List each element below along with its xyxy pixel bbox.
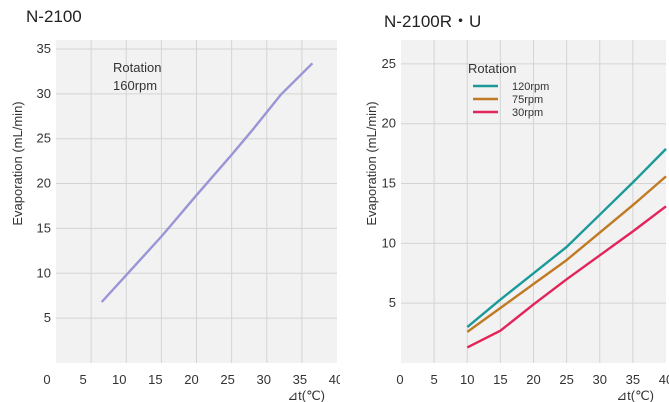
legend-label: 30rpm — [512, 107, 543, 119]
x-tick-label: 40 — [329, 372, 340, 387]
x-tick-label: 20 — [184, 372, 198, 387]
x-tick-label: 30 — [593, 372, 607, 387]
y-tick-label: 25 — [382, 56, 396, 71]
chart-title: N-2100R・U — [384, 12, 482, 31]
x-tick-label: 0 — [43, 372, 50, 387]
y-tick-label: 20 — [37, 176, 51, 191]
legend-title: Rotation — [468, 61, 516, 76]
y-tick-label: 15 — [382, 176, 396, 191]
chart-n2100: N-2100 5 10 15 20 25 30 35 0 5 10 15 20 25 30 35 40 ⊿t(℃… — [10, 7, 340, 402]
x-tick-label: 35 — [293, 372, 307, 387]
x-tick-label: 15 — [493, 372, 507, 387]
y-tick-label: 35 — [37, 41, 51, 56]
y-axis-label: Evaporation (mL/min) — [10, 101, 25, 225]
y-tick-label: 10 — [37, 265, 51, 280]
x-tick-label: 25 — [559, 372, 573, 387]
x-tick-label: 10 — [460, 372, 474, 387]
x-tick-label: 35 — [626, 372, 640, 387]
series-line-120rpm — [466, 148, 667, 329]
y-tick-label: 10 — [382, 235, 396, 250]
annotation-text: 160rpm — [113, 78, 157, 93]
x-tick-label: 10 — [112, 372, 126, 387]
x-tick-label: 5 — [80, 372, 87, 387]
x-axis-label: ⊿t(℃) — [287, 388, 325, 402]
y-tick-label: 30 — [37, 86, 51, 101]
x-tick-label: 5 — [431, 372, 438, 387]
y-tick-label: 20 — [382, 116, 396, 131]
x-tick-label: 20 — [526, 372, 540, 387]
x-tick-label: 0 — [396, 372, 403, 387]
chart-n2100ru: N-2100R・U 5 10 15 20 25 0 5 10 15 20 25 30 35 40 ⊿t(℃)… — [340, 0, 669, 402]
y-tick-label: 5 — [44, 310, 51, 325]
series-line-75rpm — [466, 175, 667, 333]
chart-plot: 5 10 15 20 25 0 5 10 15 20 25 30 35 40 ⊿t(℃) Evaporatio… — [364, 40, 669, 402]
y-tick-label: 5 — [389, 295, 396, 310]
x-tick-label: 40 — [659, 372, 669, 387]
series-line — [100, 62, 314, 303]
legend-label: 75rpm — [512, 94, 543, 106]
x-tick-label: 15 — [148, 372, 162, 387]
y-tick-label: 25 — [37, 131, 51, 146]
x-axis-label: ⊿t(℃) — [616, 388, 654, 402]
y-tick-label: 15 — [37, 220, 51, 235]
chart-title: N-2100 — [26, 7, 82, 26]
chart-plot: 5 10 15 20 25 30 35 0 5 10 15 20 25 30 35 40 ⊿t(℃) Evapor… — [10, 40, 340, 402]
annotation-text: Rotation — [113, 60, 161, 75]
x-tick-label: 25 — [220, 372, 234, 387]
legend-label: 120rpm — [512, 81, 549, 93]
y-axis-label: Evaporation (mL/min) — [364, 101, 379, 225]
series-line-30rpm — [466, 205, 667, 349]
x-tick-label: 30 — [257, 372, 271, 387]
